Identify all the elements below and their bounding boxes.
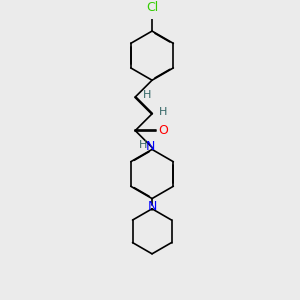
Text: N: N bbox=[145, 140, 155, 153]
Text: N: N bbox=[147, 200, 157, 213]
Text: H: H bbox=[139, 140, 147, 150]
Text: Cl: Cl bbox=[146, 1, 158, 14]
Text: H: H bbox=[159, 107, 168, 117]
Text: O: O bbox=[158, 124, 168, 137]
Text: H: H bbox=[142, 90, 151, 100]
